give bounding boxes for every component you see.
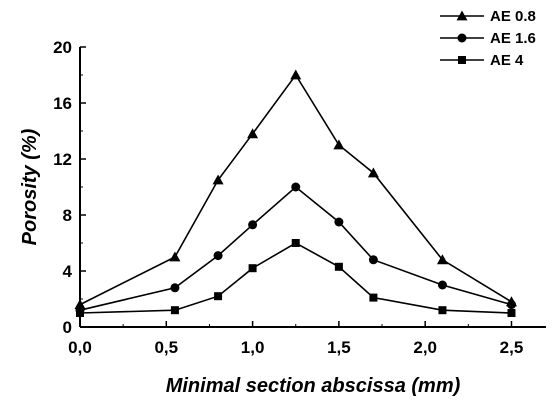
x-tick-label: 0,5 — [154, 338, 178, 357]
data-point-ae-0-8 — [247, 128, 259, 139]
y-tick-label: 0 — [63, 318, 72, 337]
data-point-ae-4 — [334, 262, 343, 271]
data-point-ae-0-8 — [169, 251, 181, 262]
data-point-ae-1-6 — [334, 217, 344, 227]
legend-label: AE 4 — [490, 52, 524, 69]
data-point-ae-4 — [438, 306, 447, 315]
x-tick-label: 1,5 — [327, 338, 351, 357]
data-point-ae-1-6 — [213, 251, 223, 261]
data-point-ae-4 — [76, 309, 84, 317]
data-point-ae-0-8 — [436, 254, 448, 265]
y-tick-label: 8 — [63, 206, 72, 225]
x-axis-title: Minimal section abscissa (mm) — [166, 375, 461, 397]
legend-label: AE 1.6 — [490, 30, 536, 47]
data-point-ae-0-8 — [74, 299, 86, 309]
legend-marker — [457, 33, 467, 43]
data-point-ae-4 — [507, 309, 516, 317]
x-tick-label: 1,0 — [241, 338, 265, 357]
data-point-ae-1-6 — [170, 283, 180, 293]
y-tick-label: 4 — [63, 262, 73, 281]
data-point-ae-4 — [170, 306, 179, 315]
y-tick-label: 16 — [53, 94, 72, 113]
x-tick-label: 2,0 — [413, 338, 437, 357]
y-tick-label: 20 — [53, 38, 72, 57]
data-point-ae-0-8 — [367, 167, 379, 178]
x-tick-label: 0,0 — [68, 338, 92, 357]
data-point-ae-4 — [369, 293, 378, 302]
series-line-ae-4 — [79, 242, 512, 314]
data-point-ae-4 — [248, 264, 257, 273]
data-point-ae-1-6 — [368, 255, 378, 265]
legend-marker — [458, 56, 466, 64]
legend-label: AE 0.8 — [490, 8, 536, 25]
data-point-ae-0-8 — [290, 69, 302, 80]
data-point-ae-1-6 — [506, 300, 516, 310]
x-tick-label: 2,5 — [500, 338, 524, 357]
data-point-ae-1-6 — [291, 182, 301, 192]
data-point-ae-1-6 — [437, 280, 447, 290]
data-point-ae-4 — [291, 239, 300, 247]
data-point-ae-0-8 — [212, 174, 224, 185]
data-point-ae-0-8 — [333, 139, 345, 150]
data-point-ae-1-6 — [248, 220, 258, 230]
legend-marker — [456, 10, 468, 21]
data-point-ae-4 — [214, 292, 223, 301]
series-line-ae-1-6 — [79, 185, 512, 311]
y-axis-title: Porosity (%) — [19, 128, 41, 245]
y-tick-label: 12 — [53, 150, 72, 169]
